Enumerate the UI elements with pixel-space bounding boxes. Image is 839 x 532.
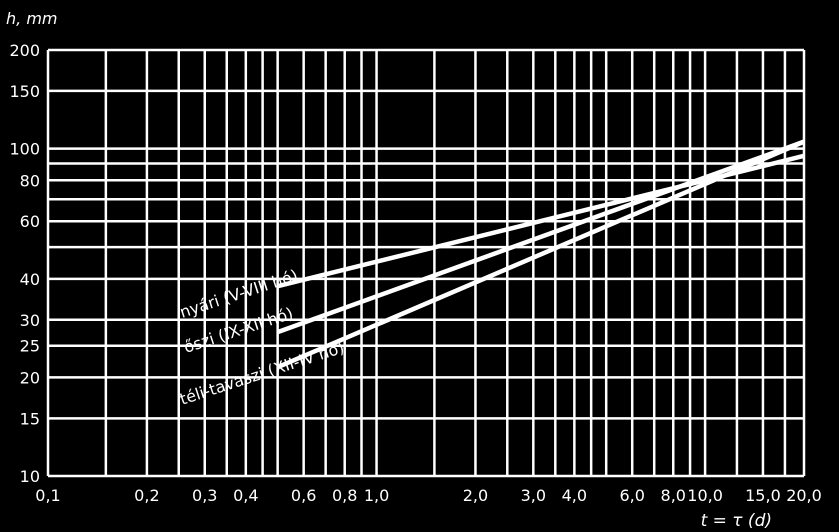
x-tick-label: 20,0: [786, 486, 822, 505]
series-lines: [276, 139, 805, 370]
x-tick-label: 15,0: [745, 486, 781, 505]
y-tick-label: 200: [9, 41, 40, 60]
x-tick-label: 8,0: [661, 486, 686, 505]
y-tick-label: 150: [9, 82, 40, 101]
x-tick-label: 1,0: [364, 486, 389, 505]
x-tick-label: 0,6: [291, 486, 316, 505]
x-tick-label: 10,0: [687, 486, 723, 505]
y-tick-label: 60: [20, 212, 40, 231]
y-tick-label: 100: [9, 140, 40, 159]
x-tick-label: 0,4: [233, 486, 258, 505]
grid: [46, 48, 806, 478]
x-tick-label: 4,0: [562, 486, 587, 505]
y-axis-label: h, mm: [6, 9, 57, 28]
y-tick-label: 40: [20, 270, 40, 289]
y-tick-label: 30: [20, 311, 40, 330]
x-tick-labels: 0,1 0,2 0,3 0,4 0,6 0,8 1,0 2,0 3,0 4,0 6,0 8,0 10,0…: [35, 486, 822, 505]
x-tick-label: 6,0: [619, 486, 644, 505]
y-tick-label: 80: [20, 171, 40, 190]
x-tick-label: 0,3: [192, 486, 217, 505]
x-axis-label: t = τ (d): [701, 511, 772, 531]
y-tick-label: 25: [20, 337, 40, 356]
y-tick-labels: 10 15 20 25 30 40 60 80 100 150 200: [9, 41, 40, 486]
y-tick-label: 20: [20, 368, 40, 387]
series-line-2: [276, 139, 805, 370]
x-tick-label: 0,2: [134, 486, 159, 505]
y-tick-label: 15: [20, 409, 40, 428]
x-tick-label: 3,0: [521, 486, 546, 505]
x-tick-label: 0,1: [35, 486, 60, 505]
y-tick-label: 10: [20, 467, 40, 486]
x-tick-label: 0,8: [332, 486, 357, 505]
series-line-1: [276, 139, 805, 335]
x-tick-label: 2,0: [463, 486, 488, 505]
